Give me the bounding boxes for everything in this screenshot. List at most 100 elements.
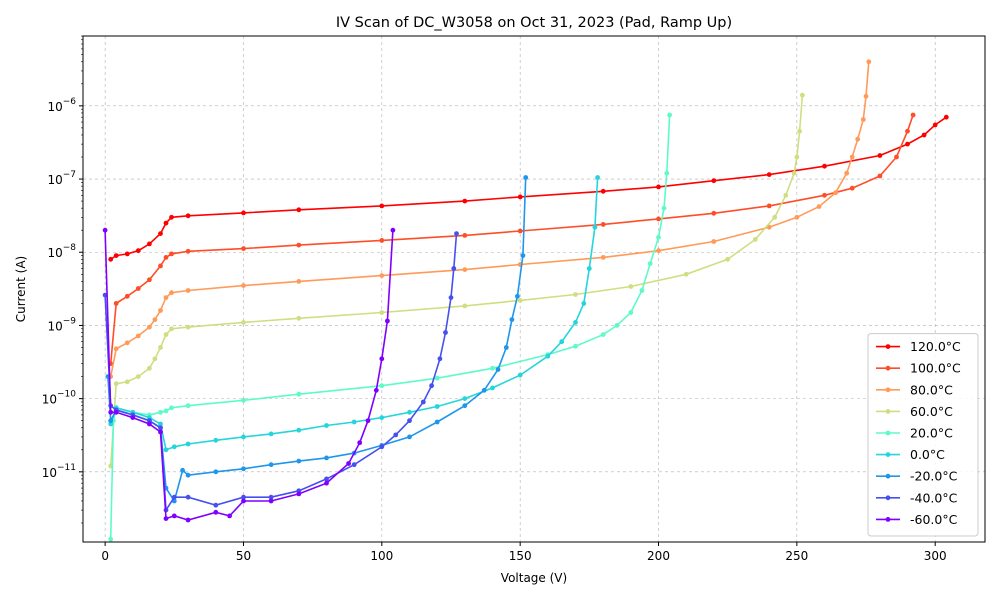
data-point bbox=[462, 198, 468, 204]
x-tick-label: 100 bbox=[370, 549, 393, 563]
data-point bbox=[147, 418, 152, 424]
data-point bbox=[855, 136, 861, 142]
data-point bbox=[147, 365, 152, 371]
data-point bbox=[241, 494, 246, 500]
data-point bbox=[169, 214, 174, 220]
x-tick-label: 50 bbox=[236, 549, 251, 563]
data-point bbox=[656, 216, 661, 222]
x-axis-label: Voltage (V) bbox=[501, 571, 567, 585]
data-point bbox=[661, 205, 667, 211]
legend-entry: 60.0°C bbox=[876, 404, 953, 419]
grid bbox=[83, 36, 985, 542]
data-point bbox=[185, 494, 191, 500]
series-line bbox=[104, 233, 458, 513]
y-axis: 10−11 10−10 10−9 10−8 10−7 10−6 bbox=[42, 35, 83, 524]
data-point bbox=[434, 375, 440, 381]
data-point bbox=[849, 185, 855, 191]
legend-marker bbox=[885, 409, 891, 414]
data-point bbox=[241, 283, 246, 288]
series-layer bbox=[102, 59, 949, 542]
data-point bbox=[163, 516, 169, 521]
legend-marker bbox=[885, 473, 891, 479]
legend-label: 0.0°C bbox=[910, 447, 945, 462]
data-point bbox=[113, 346, 119, 352]
data-point bbox=[800, 92, 805, 98]
data-point bbox=[296, 427, 302, 433]
legend-label: -20.0°C bbox=[910, 469, 958, 484]
data-point bbox=[158, 345, 163, 350]
data-point bbox=[268, 494, 274, 500]
data-point bbox=[158, 308, 163, 313]
data-point bbox=[241, 246, 246, 252]
data-point bbox=[213, 509, 219, 515]
data-point bbox=[130, 415, 136, 420]
data-point bbox=[158, 425, 163, 431]
data-point bbox=[545, 353, 551, 359]
data-point bbox=[647, 261, 653, 266]
data-point bbox=[573, 320, 578, 325]
data-point bbox=[124, 293, 130, 299]
data-point bbox=[481, 387, 487, 393]
data-point bbox=[185, 441, 191, 447]
legend-marker bbox=[885, 430, 891, 436]
data-point bbox=[860, 117, 866, 122]
series-line bbox=[104, 230, 394, 521]
y-tick-label: 10−11 bbox=[42, 463, 76, 480]
x-tick-label: 200 bbox=[647, 549, 670, 563]
legend-label: -40.0°C bbox=[910, 490, 958, 505]
data-point bbox=[241, 397, 246, 403]
data-point bbox=[268, 498, 274, 504]
x-tick-label: 300 bbox=[924, 549, 947, 563]
data-point bbox=[797, 128, 802, 134]
data-point bbox=[296, 391, 302, 397]
data-point bbox=[517, 372, 523, 378]
data-point bbox=[462, 396, 468, 401]
data-point bbox=[877, 173, 883, 179]
data-point bbox=[158, 263, 163, 269]
data-point bbox=[581, 301, 587, 306]
data-point bbox=[844, 170, 850, 176]
legend-entry: 80.0°C bbox=[876, 382, 953, 397]
legend-entry: 20.0°C bbox=[876, 426, 953, 441]
legend-entry: -20.0°C bbox=[876, 469, 958, 484]
legend-label: 100.0°C bbox=[910, 361, 961, 376]
legend-entry: 120.0°C bbox=[876, 339, 961, 354]
data-point bbox=[454, 231, 459, 237]
data-point bbox=[185, 517, 191, 523]
data-point bbox=[346, 461, 351, 466]
data-point bbox=[683, 271, 689, 277]
legend-label: 20.0°C bbox=[910, 426, 953, 441]
series-6 bbox=[105, 175, 529, 504]
data-point bbox=[711, 178, 717, 184]
legend-marker bbox=[885, 344, 891, 349]
data-point bbox=[462, 403, 468, 409]
data-point bbox=[158, 421, 163, 427]
data-point bbox=[268, 462, 274, 468]
data-point bbox=[296, 279, 302, 284]
data-point bbox=[434, 419, 440, 425]
data-point bbox=[559, 339, 565, 345]
series-line bbox=[107, 177, 527, 503]
legend-label: 80.0°C bbox=[910, 382, 953, 397]
data-point bbox=[894, 154, 899, 160]
data-point bbox=[420, 399, 426, 405]
data-point bbox=[373, 387, 379, 393]
data-point bbox=[379, 238, 385, 243]
data-point bbox=[365, 418, 371, 424]
data-point bbox=[213, 469, 219, 475]
data-point bbox=[147, 324, 152, 330]
data-point bbox=[171, 444, 177, 450]
data-point bbox=[158, 409, 163, 415]
data-point bbox=[766, 172, 772, 178]
data-point bbox=[573, 292, 578, 297]
data-point bbox=[324, 455, 329, 461]
data-point bbox=[268, 431, 274, 437]
data-point bbox=[407, 409, 412, 415]
data-point bbox=[163, 220, 169, 226]
series-8 bbox=[102, 227, 396, 523]
data-point bbox=[135, 374, 141, 379]
data-point bbox=[614, 323, 620, 328]
data-point bbox=[523, 175, 529, 180]
legend-entry: 0.0°C bbox=[876, 447, 945, 462]
data-point bbox=[169, 290, 174, 296]
